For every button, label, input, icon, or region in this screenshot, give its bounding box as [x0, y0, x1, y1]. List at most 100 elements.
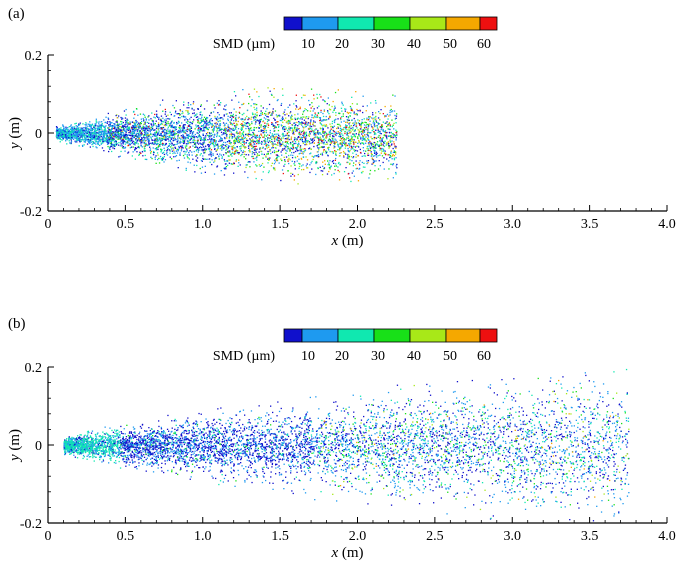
scatter-point — [216, 135, 218, 138]
scatter-point — [90, 129, 92, 131]
scatter-point — [360, 138, 362, 140]
scatter-point — [282, 133, 285, 135]
scatter-point — [393, 122, 395, 125]
scatter-point — [247, 176, 249, 179]
scatter-point — [383, 134, 385, 136]
scatter-point — [218, 127, 220, 129]
scatter-point — [245, 146, 247, 148]
scatter-point — [61, 130, 64, 132]
scatter-point — [161, 135, 163, 137]
scatter-point — [392, 94, 394, 96]
scatter-point — [379, 118, 381, 121]
scatter-point — [302, 134, 304, 137]
scatter-point — [213, 104, 215, 106]
scatter-point — [100, 127, 102, 129]
scatter-point — [338, 112, 340, 115]
scatter-point — [346, 131, 348, 133]
scatter-point — [241, 137, 243, 139]
scatter-point — [292, 154, 294, 157]
scatter-point — [244, 122, 246, 124]
scatter-point — [287, 160, 289, 162]
scatter-point — [390, 156, 392, 158]
scatter-point — [80, 140, 82, 142]
scatter-point — [382, 161, 384, 164]
scatter-point — [141, 130, 143, 132]
scatter-point — [68, 130, 70, 133]
scatter-point — [323, 167, 326, 169]
scatter-point — [386, 138, 388, 140]
scatter-point — [62, 132, 64, 134]
scatter-point — [367, 160, 370, 162]
scatter-point — [104, 126, 106, 129]
scatter-point — [298, 128, 300, 130]
scatter-point — [299, 163, 301, 165]
scatter-point — [224, 137, 226, 139]
scatter-point — [141, 142, 143, 144]
scatter-point — [214, 140, 216, 142]
scatter-point — [293, 179, 295, 181]
scatter-point — [352, 146, 354, 148]
scatter-point — [396, 113, 398, 115]
scatter-point — [291, 114, 293, 116]
scatter-point — [217, 104, 220, 106]
scatter-point — [226, 133, 228, 136]
scatter-point — [264, 138, 266, 140]
scatter-point — [119, 138, 121, 140]
scatter-point — [140, 128, 143, 130]
scatter-point — [77, 139, 79, 141]
scatter-point — [63, 128, 65, 130]
scatter-point — [282, 128, 284, 131]
scatter-point — [267, 162, 269, 164]
scatter-point — [283, 128, 286, 130]
scatter-point — [137, 146, 139, 148]
scatter-point — [290, 118, 292, 121]
scatter-point — [189, 118, 191, 120]
scatter-point — [335, 118, 337, 120]
scatter-point — [82, 130, 85, 132]
scatter-point — [306, 121, 308, 123]
scatter-point — [159, 141, 162, 143]
scatter-point — [357, 180, 360, 182]
scatter-point — [241, 132, 244, 134]
scatter-point — [143, 121, 146, 124]
scatter-point — [355, 149, 357, 152]
scatter-point — [172, 129, 174, 131]
scatter-point — [143, 126, 145, 128]
scatter-point — [263, 136, 265, 138]
scatter-point — [253, 117, 255, 119]
scatter-point — [152, 120, 154, 122]
scatter-point — [159, 144, 161, 146]
scatter-point — [162, 126, 165, 129]
scatter-point — [152, 147, 154, 149]
scatter-point — [313, 131, 315, 133]
scatter-point — [169, 118, 171, 120]
scatter-point — [304, 149, 307, 151]
scatter-point — [260, 119, 262, 121]
scatter-point — [339, 142, 342, 144]
scatter-point — [138, 134, 140, 136]
scatter-point — [374, 119, 376, 121]
scatter-point — [176, 113, 178, 115]
scatter-point — [226, 130, 228, 132]
scatter-point — [227, 129, 230, 131]
scatter-point — [384, 140, 386, 142]
scatter-point — [182, 139, 185, 142]
scatter-point — [348, 146, 351, 148]
scatter-point — [262, 130, 264, 132]
scatter-point — [384, 130, 387, 132]
scatter-point — [56, 130, 58, 132]
scatter-point — [305, 117, 307, 119]
scatter-point — [375, 121, 378, 123]
scatter-point — [240, 129, 243, 131]
scatter-point — [187, 119, 189, 121]
scatter-point — [164, 128, 166, 131]
scatter-point — [273, 150, 276, 152]
scatter-point — [359, 160, 361, 162]
scatter-point — [363, 124, 366, 126]
scatter-point — [182, 134, 184, 136]
scatter-point — [173, 151, 175, 153]
scatter-point — [212, 139, 214, 141]
scatter-point — [119, 130, 121, 132]
scatter-point — [343, 138, 345, 140]
scatter-point — [359, 164, 361, 166]
